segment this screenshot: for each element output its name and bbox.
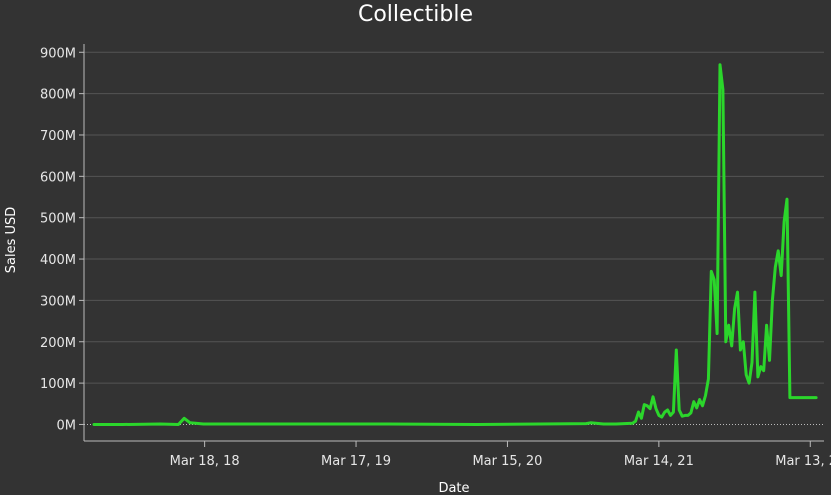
y-tick-label: 700M <box>40 129 76 144</box>
x-tick-label: Mar 13, 22 <box>775 454 831 469</box>
x-tick-label: Mar 15, 20 <box>472 454 542 469</box>
x-axis-title: Date <box>438 481 469 495</box>
y-tick-label: 300M <box>40 294 76 309</box>
y-tick-label: 200M <box>40 336 76 351</box>
gridlines <box>84 51 824 384</box>
y-tick-label: 900M <box>40 46 76 61</box>
y-tick-label: 600M <box>40 170 76 185</box>
x-tick-label: Mar 18, 18 <box>170 454 240 469</box>
y-tick-label: 500M <box>40 212 76 227</box>
y-axis-title: Sales USD <box>4 207 19 274</box>
y-tick-label: 0M <box>57 418 77 433</box>
x-tick-label: Mar 14, 21 <box>624 454 694 469</box>
x-axis-ticks: Mar 18, 18 Mar 17, 19 Mar 15, 20 Mar 14, 21… <box>170 441 831 469</box>
series-line <box>92 63 818 426</box>
y-axis-ticks: 0M 100M 200M 300M 400M 500M 600M 700M 800M 900M <box>40 46 84 433</box>
y-tick-label: 100M <box>40 377 76 392</box>
y-tick-label: 400M <box>40 253 76 268</box>
x-tick-label: Mar 17, 19 <box>321 454 391 469</box>
chart-title: Collectible <box>357 2 474 27</box>
y-tick-label: 800M <box>40 88 76 103</box>
